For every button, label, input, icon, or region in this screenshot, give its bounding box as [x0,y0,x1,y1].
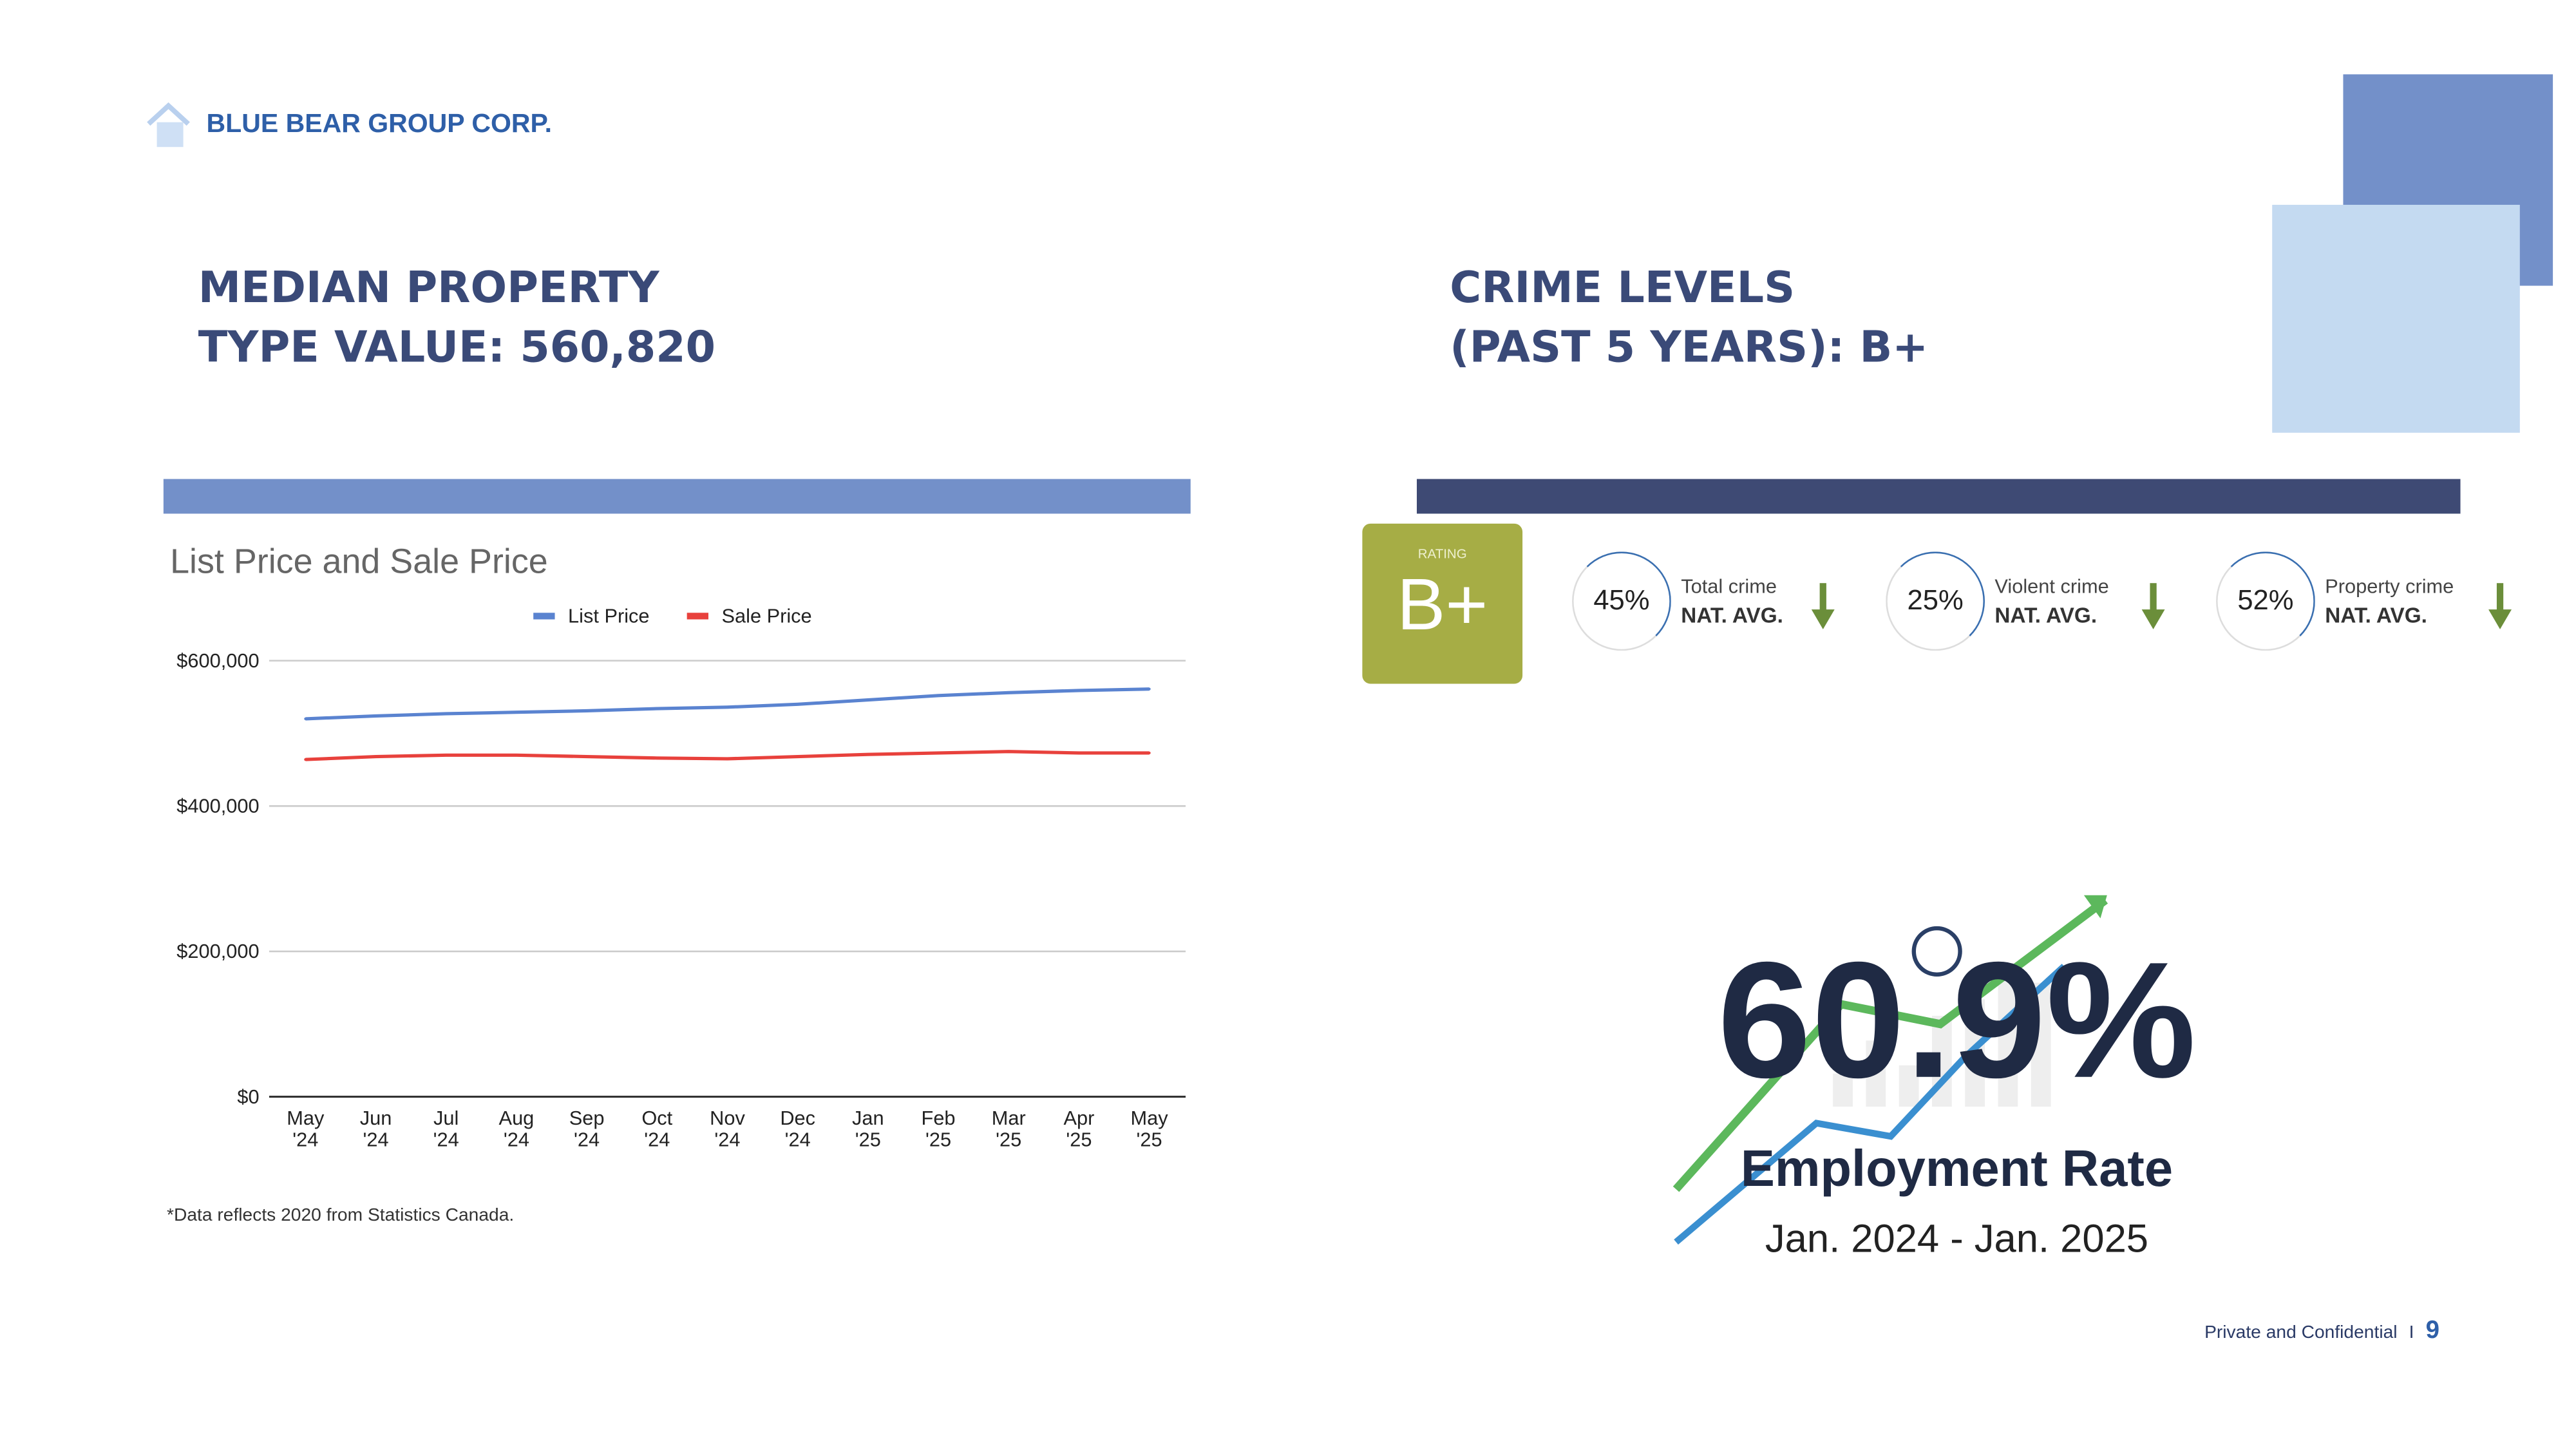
median-value-title: MEDIAN PROPERTY TYPE VALUE: 560,820 [198,260,715,379]
data-point [726,757,729,760]
y-tick-label: $200,000 [176,940,259,962]
footer: Private and Confidential I 9 [2204,1317,2439,1345]
employment-label: Employment Rate [1741,1140,2173,1197]
data-point [1077,689,1081,692]
x-tick-label: Jun '24 [360,1107,392,1150]
stat-label: Violent crime [1994,575,2109,598]
data-point [1148,751,1151,754]
chart-title: List Price and Sale Price [170,543,548,582]
percent-ring: 45% [1572,551,1671,651]
data-point [936,694,940,697]
decor-square-light [2272,204,2520,433]
data-point [866,753,869,756]
data-point [656,756,659,759]
x-tick-label: Aug '24 [499,1107,535,1150]
x-tick-label: Apr '25 [1063,1107,1094,1150]
legend-swatch [687,613,708,620]
data-point [1007,750,1010,753]
title-line-2: (PAST 5 YEARS): B+ [1450,323,1929,374]
data-point [444,712,448,716]
employment-value: 60.9% [1718,928,2197,1112]
data-point [444,754,448,757]
data-point [304,758,307,761]
rating-label: RATING [1417,546,1467,562]
x-tick-label: May '24 [287,1107,325,1150]
accent-bar-right [1416,479,2461,514]
series-line-list-price [305,687,1150,721]
data-point [1077,751,1081,754]
page-number: 9 [2425,1316,2440,1345]
bear-house-logo-icon [147,102,190,148]
data-point [585,755,589,758]
x-tick-label: Mar '25 [992,1107,1026,1150]
confidential-text: Private and Confidential [2204,1322,2398,1343]
percent-ring: 52% [2216,551,2315,651]
price-line-chart: $0 $200,000 $400,000 $600,000 May '24 Jun '24 Ju… [176,605,1186,1150]
x-tick-label: Sep '24 [569,1107,605,1150]
rating-badge: RATING B+ [1362,523,1523,684]
y-tick-label: $0 [237,1085,259,1108]
rating-value: B+ [1397,564,1488,646]
x-tick-label: Jul '24 [433,1107,459,1150]
data-point [866,698,869,701]
data-point [515,711,518,714]
title-line-1: CRIME LEVELS [1450,264,1795,314]
stat-label: Property crime [2325,575,2454,598]
stat-sub: NAT. AVG. [1681,602,1783,628]
stat-label: Total crime [1681,575,1777,598]
data-point [374,755,377,758]
data-point [585,709,589,712]
x-tick-label: May '25 [1131,1107,1169,1150]
x-tick-label: Dec '24 [780,1107,815,1150]
growth-arrow-blue-icon [1674,964,2067,1245]
percent-ring: 25% [1886,551,1985,651]
growth-arrow-green-icon [1672,897,2108,1192]
legend-swatch [533,613,555,620]
person-icon [1911,926,1962,977]
accent-bar-left [163,479,1191,514]
data-point [304,717,307,720]
data-point [796,703,799,706]
legend-label: Sale Price [722,605,812,627]
x-tick-label: Oct '24 [641,1107,672,1150]
data-point [656,707,659,711]
data-point [1007,691,1010,694]
title-line-1: MEDIAN PROPERTY [198,264,659,314]
y-tick-label: $400,000 [176,795,259,817]
x-tick-label: Feb '25 [922,1107,956,1150]
stat-sub: NAT. AVG. [1994,602,2098,628]
x-tick-label: Nov '24 [710,1107,745,1150]
x-tick-label: Jan '25 [852,1107,884,1150]
data-point [796,755,799,758]
y-tick-label: $600,000 [176,649,259,672]
data-point [936,751,940,754]
arrow-head-icon [2083,895,2107,919]
data-point [374,714,377,718]
footer-separator: I [2409,1322,2414,1343]
arrow-down-icon [2488,583,2512,629]
data-point [1148,687,1151,691]
title-line-2: TYPE VALUE: 560,820 [198,323,716,374]
company-name: BLUE BEAR GROUP CORP. [206,110,552,139]
stat-sub: NAT. AVG. [2325,602,2427,628]
crime-levels-title: CRIME LEVELS (PAST 5 YEARS): B+ [1450,260,1928,379]
employment-graphic: 60.9% Employment Rate Jan. 2024 - Jan. 2… [1672,895,2197,1261]
footnote: *Data reflects 2020 from Statistics Cana… [166,1205,515,1226]
data-point [515,754,518,757]
arrow-down-icon [1811,583,1835,629]
legend-label: List Price [568,605,649,627]
arrow-down-icon [2141,583,2165,629]
data-point [726,705,729,709]
employment-period: Jan. 2024 - Jan. 2025 [1765,1217,2148,1261]
